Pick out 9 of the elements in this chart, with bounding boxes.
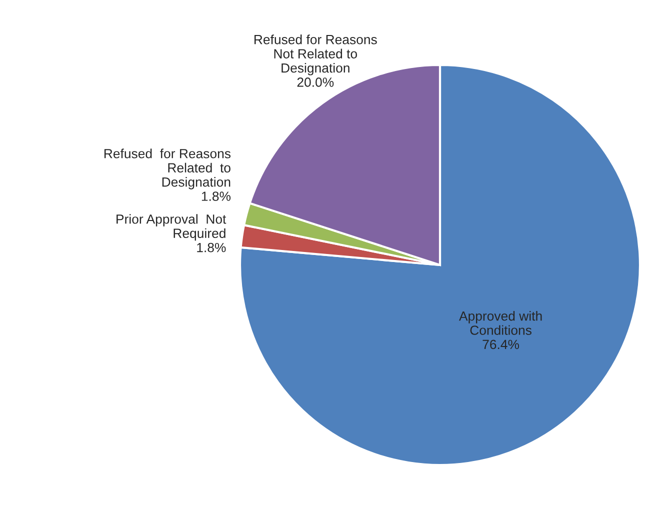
data-label: 76.4% <box>482 340 520 350</box>
slice-label: Refused for Reasons Related to Designation <box>104 148 231 190</box>
data-label: 1.8% <box>202 192 231 201</box>
slice-label: Refused for Reasons Not Related to Designation <box>254 34 377 76</box>
slice-label: Prior Approval Not Required <box>116 214 226 241</box>
pie-slice <box>238 64 642 466</box>
data-label: 20.0% <box>297 78 334 87</box>
slice-label: Approved with Conditions <box>459 311 542 335</box>
data-label: 1.8% <box>197 242 226 252</box>
